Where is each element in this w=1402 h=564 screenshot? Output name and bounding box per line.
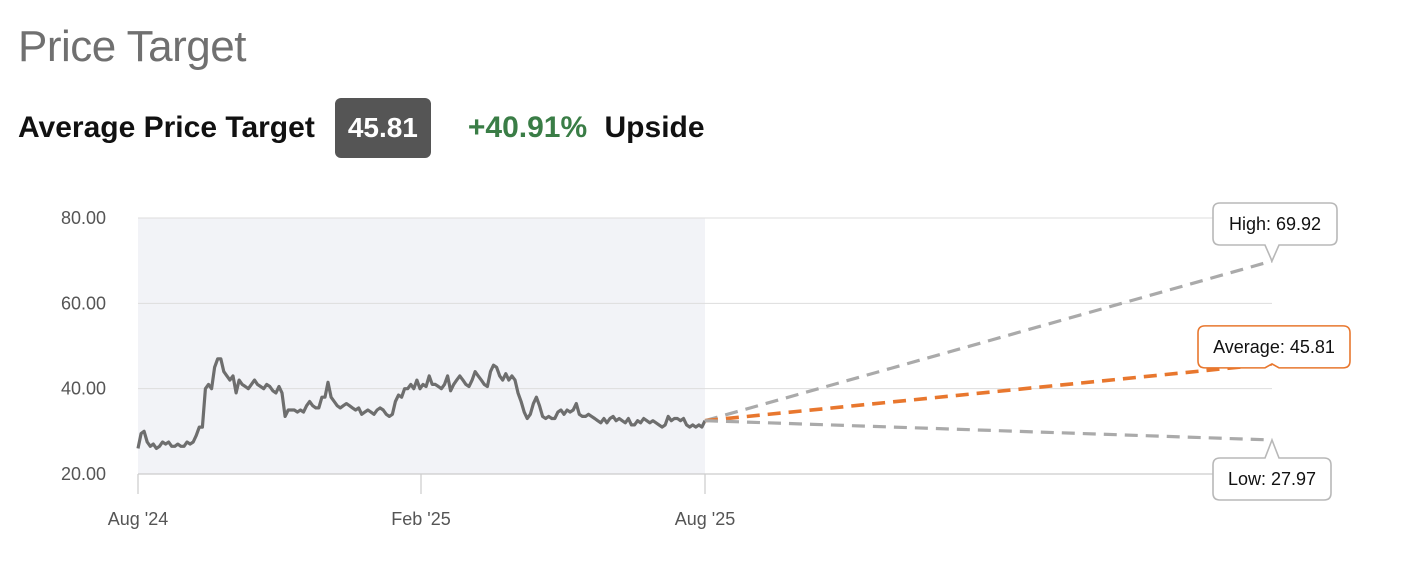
x-tick-label: Aug '24 [108, 509, 169, 529]
price-history-line [136, 357, 707, 450]
y-tick-label: 40.00 [61, 379, 106, 399]
high-target-tooltip-label: High: 69.92 [1229, 214, 1321, 234]
average-target-tooltip [1197, 325, 1351, 369]
price-target-summary: Average Price Target 45.81 +40.91% Upsid… [18, 98, 705, 158]
upside-percentage: +40.91% [467, 111, 588, 144]
y-tick-label: 20.00 [61, 464, 106, 484]
average-target-line [704, 362, 1273, 423]
upside-indicator: +40.91% Upside [468, 111, 705, 145]
y-tick-label: 80.00 [61, 208, 106, 228]
low-target-tooltip [1212, 437, 1332, 501]
high-target-tooltip [1212, 202, 1338, 264]
low-target-tooltip-label: Low: 27.97 [1228, 469, 1316, 489]
page-title: Price Target [18, 22, 246, 71]
average-target-tooltip-label: Average: 45.81 [1213, 337, 1335, 357]
upside-label: Upside [604, 111, 705, 144]
history-band [138, 218, 705, 474]
average-price-target-badge: 45.81 [334, 98, 431, 158]
x-tick-label: Feb '25 [391, 509, 450, 529]
x-tick-label: Aug '25 [675, 509, 736, 529]
y-tick-label: 60.00 [61, 293, 106, 313]
low-target-line [704, 419, 1273, 442]
high-target-line [704, 259, 1273, 423]
average-price-target-label: Average Price Target [18, 111, 315, 144]
